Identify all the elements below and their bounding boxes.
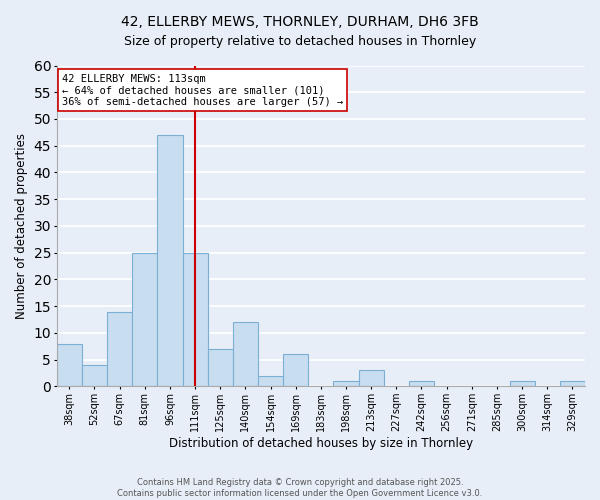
Y-axis label: Number of detached properties: Number of detached properties [15,133,28,319]
Text: 42 ELLERBY MEWS: 113sqm
← 64% of detached houses are smaller (101)
36% of semi-d: 42 ELLERBY MEWS: 113sqm ← 64% of detache… [62,74,343,106]
X-axis label: Distribution of detached houses by size in Thornley: Distribution of detached houses by size … [169,437,473,450]
Bar [560,381,585,386]
Bar [359,370,384,386]
Text: 42, ELLERBY MEWS, THORNLEY, DURHAM, DH6 3FB: 42, ELLERBY MEWS, THORNLEY, DURHAM, DH6 … [121,15,479,29]
Text: Contains HM Land Registry data © Crown copyright and database right 2025.
Contai: Contains HM Land Registry data © Crown c… [118,478,482,498]
Bar [107,312,132,386]
Bar [57,344,82,386]
Bar [208,349,233,387]
Bar [82,365,107,386]
Bar [182,252,208,386]
Bar [509,381,535,386]
Bar [132,252,157,386]
Bar [409,381,434,386]
Bar [157,135,182,386]
Bar [283,354,308,386]
Bar [334,381,359,386]
Text: Size of property relative to detached houses in Thornley: Size of property relative to detached ho… [124,35,476,48]
Bar [233,322,258,386]
Bar [258,376,283,386]
